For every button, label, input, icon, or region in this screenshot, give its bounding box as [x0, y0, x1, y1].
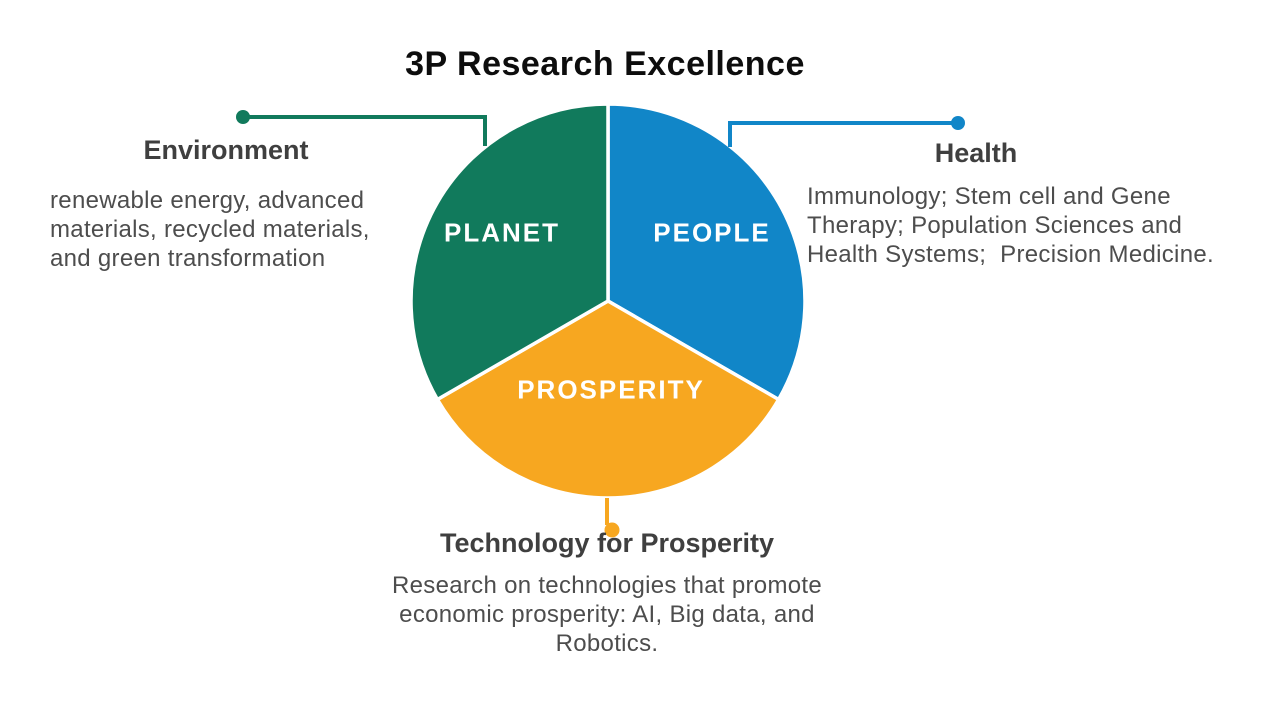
pie-segment-planet: [409, 102, 610, 402]
health-connector-dot-icon: [951, 116, 965, 130]
environment-body-line: and green transformation: [50, 245, 326, 272]
environment-body-line: renewable energy, advanced: [50, 187, 365, 214]
health-body-line: Health Systems; Precision Medicine.: [807, 241, 1214, 268]
prosperity-body-line: economic prosperity: AI, Big data, and: [399, 601, 815, 628]
pie-segment-prosperity: [435, 299, 781, 500]
prosperity-body-line: Robotics.: [555, 630, 659, 657]
environment-connector-line: [243, 115, 487, 146]
prosperity-callout-heading: Technology for Prosperity: [439, 528, 775, 558]
pie-label-people: PEOPLE: [653, 217, 771, 248]
pie-segment-people: [606, 102, 807, 402]
pie-label-prosperity: PROSPERITY: [517, 374, 705, 405]
health-callout-heading: Health: [934, 138, 1018, 168]
prosperity-callout-body: Research on technologies that promote ec…: [347, 571, 867, 658]
health-body-line: Immunology; Stem cell and Gene: [807, 183, 1171, 210]
environment-body-line: materials, recycled materials,: [50, 216, 370, 243]
health-body-line: Therapy; Population Sciences and: [807, 212, 1183, 239]
environment-callout-body: renewable energy, advanced materials, re…: [50, 186, 370, 273]
prosperity-connector-dot-icon: [604, 522, 620, 538]
page-title: 3P Research Excellence: [405, 45, 805, 83]
environment-callout-heading: Environment: [143, 135, 309, 165]
health-callout-body: Immunology; Stem cell and Gene Therapy; …: [807, 182, 1214, 269]
prosperity-body-line: Research on technologies that promote: [391, 572, 823, 599]
environment-connector-dot-icon: [236, 110, 250, 124]
pie-label-planet: PLANET: [444, 217, 560, 248]
health-connector-line: [728, 121, 958, 147]
